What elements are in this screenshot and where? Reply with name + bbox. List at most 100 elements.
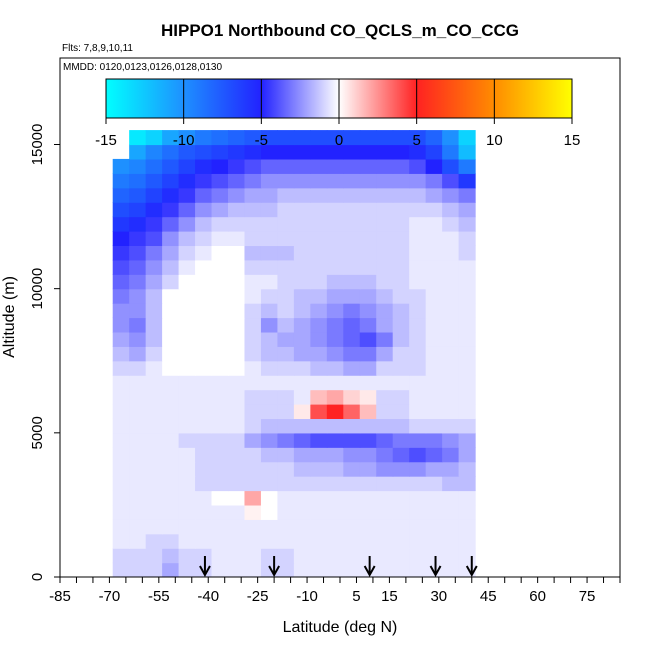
heatmap-cell — [359, 216, 377, 232]
heatmap-cell — [211, 288, 229, 304]
heatmap-cell — [195, 202, 213, 218]
heatmap-cell — [310, 504, 328, 520]
heatmap-cell — [442, 259, 460, 275]
heatmap-cell — [277, 317, 295, 333]
heatmap-cell — [178, 317, 196, 333]
heatmap-cell — [310, 331, 328, 347]
heatmap-cell — [310, 144, 328, 160]
heatmap-cell — [376, 432, 394, 448]
colorbar-tick-label: 0 — [335, 132, 343, 149]
heatmap-cell — [112, 504, 130, 520]
heatmap-cell — [129, 274, 147, 290]
heatmap-cell — [211, 231, 229, 247]
heatmap-cell — [409, 144, 427, 160]
heatmap-cell — [409, 461, 427, 477]
heatmap-cell — [458, 504, 476, 520]
heatmap-cell — [359, 274, 377, 290]
heatmap-cell — [195, 533, 213, 549]
heatmap-cell — [129, 216, 147, 232]
heatmap-cell — [326, 375, 344, 391]
heatmap-cell — [392, 274, 410, 290]
heatmap-cell — [145, 490, 163, 506]
heatmap-cell — [310, 130, 328, 146]
heatmap-cell — [195, 158, 213, 174]
heatmap-cell — [145, 375, 163, 391]
heatmap-cell — [409, 432, 427, 448]
heatmap-cell — [376, 476, 394, 492]
heatmap-cell — [310, 519, 328, 535]
heatmap-cell — [425, 533, 443, 549]
heatmap-cell — [458, 533, 476, 549]
heatmap-cell — [343, 187, 361, 203]
heatmap-cell — [195, 173, 213, 189]
heatmap-cell — [129, 476, 147, 492]
heatmap-cell — [376, 331, 394, 347]
heatmap-cell — [310, 274, 328, 290]
heatmap-cell — [277, 144, 295, 160]
heatmap-cell — [376, 404, 394, 420]
heatmap-cell — [442, 476, 460, 492]
heatmap-cell — [195, 461, 213, 477]
heatmap-cell — [392, 331, 410, 347]
heatmap-cell — [244, 562, 262, 577]
heatmap-cell — [359, 375, 377, 391]
heatmap-cell — [195, 245, 213, 261]
heatmap-cell — [425, 245, 443, 261]
heatmap-cell — [293, 173, 311, 189]
heatmap-cell — [343, 259, 361, 275]
heatmap-cell — [129, 375, 147, 391]
heatmap-cell — [376, 202, 394, 218]
heatmap-cell — [277, 476, 295, 492]
heatmap-cell — [129, 490, 147, 506]
heatmap-cell — [359, 346, 377, 362]
heatmap-cell — [326, 432, 344, 448]
heatmap-cell — [260, 519, 279, 535]
heatmap-cell — [392, 490, 410, 506]
heatmap-cell — [162, 288, 180, 304]
heatmap-cell — [359, 303, 377, 319]
heatmap-cell — [244, 375, 262, 391]
heatmap-cell — [162, 346, 180, 362]
heatmap-cell — [162, 548, 180, 564]
heatmap-cell — [228, 288, 246, 304]
heatmap-cell — [409, 562, 427, 577]
heatmap-cell — [458, 490, 476, 506]
heatmap-cell — [442, 418, 460, 434]
heatmap-cell — [244, 274, 262, 290]
heatmap-cell — [244, 130, 262, 146]
heatmap-cell — [162, 375, 180, 391]
heatmap-cell — [359, 519, 377, 535]
heatmap-cell — [442, 404, 460, 420]
heatmap-cell — [359, 447, 377, 463]
heatmap-cell — [425, 490, 443, 506]
heatmap-cell — [129, 202, 147, 218]
heatmap-cell — [326, 274, 344, 290]
heatmap-cell — [293, 476, 311, 492]
heatmap-cell — [425, 389, 443, 405]
heatmap-cell — [442, 144, 460, 160]
heatmap-cell — [195, 303, 213, 319]
heatmap-cell — [442, 158, 460, 174]
heatmap-cell — [376, 519, 394, 535]
heatmap-cell — [145, 418, 163, 434]
heatmap-cell — [409, 187, 427, 203]
heatmap-cell — [442, 360, 460, 376]
heatmap-cell — [228, 346, 246, 362]
heatmap-cell — [392, 418, 410, 434]
heatmap-cell — [326, 144, 344, 160]
heatmap-cell — [162, 432, 180, 448]
y-axis: 0 5000 10000 15000 — [29, 124, 61, 581]
heatmap-cell — [409, 259, 427, 275]
heatmap-cell — [326, 519, 344, 535]
heatmap-cell — [260, 231, 279, 247]
heatmap-cell — [211, 331, 229, 347]
heatmap-cell — [145, 519, 163, 535]
heatmap-cell — [442, 389, 460, 405]
heatmap-cell — [442, 216, 460, 232]
heatmap-cell — [442, 490, 460, 506]
heatmap-cell — [376, 303, 394, 319]
heatmap-cell — [293, 331, 311, 347]
heatmap-cell — [442, 303, 460, 319]
heatmap-cell — [376, 346, 394, 362]
heatmap-cell — [326, 346, 344, 362]
